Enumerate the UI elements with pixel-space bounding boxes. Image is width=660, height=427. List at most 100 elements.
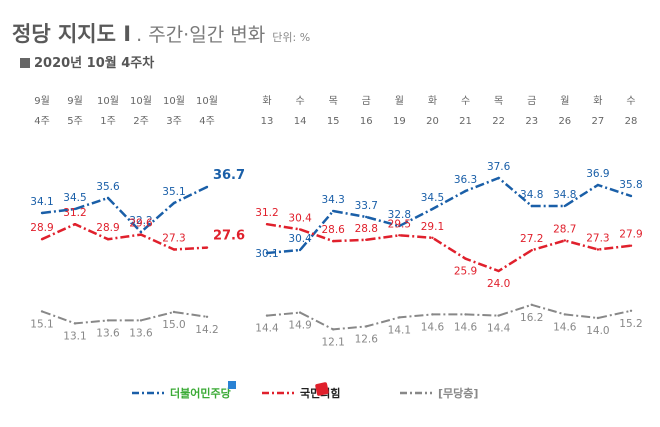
- data-label: 14.6: [421, 321, 445, 333]
- data-label: 25.9: [454, 266, 477, 278]
- title-sub: . 주간·일간 변화: [136, 24, 266, 46]
- party-logo-icon: [228, 381, 236, 389]
- unit-label: 단위: %: [272, 31, 311, 44]
- data-point: [172, 310, 176, 314]
- data-point: [398, 234, 401, 237]
- x-tick-label: 3주: [166, 116, 182, 127]
- data-point: [365, 325, 368, 328]
- x-tick-label: 22: [492, 116, 505, 127]
- data-point: [563, 239, 567, 242]
- data-label: 29.1: [421, 221, 444, 233]
- x-tick-label: 수: [295, 95, 304, 107]
- x-tick-label: 수: [461, 95, 470, 107]
- x-tick-label: 5주: [67, 116, 83, 127]
- data-label: 33.7: [355, 200, 378, 212]
- x-tick-label: 화: [428, 95, 437, 107]
- x-tick-label: 13: [261, 116, 274, 127]
- data-point: [398, 316, 401, 319]
- square-bullet-icon: [20, 58, 30, 68]
- data-point: [530, 303, 533, 306]
- data-label: 28.6: [321, 224, 345, 236]
- data-point: [298, 311, 302, 314]
- data-label: 24.0: [487, 278, 510, 290]
- data-point: [331, 209, 335, 213]
- title-main: 정당 지지도 I: [12, 22, 132, 46]
- x-tick-label: 목: [494, 95, 503, 107]
- data-label: 37.6: [487, 161, 511, 173]
- data-label: 27.3: [162, 233, 185, 245]
- series-line: [266, 303, 632, 331]
- data-label: 16.2: [520, 312, 543, 324]
- data-point: [73, 207, 77, 211]
- series-line: [266, 176, 632, 255]
- x-tick-label: 20: [426, 116, 439, 127]
- data-point: [331, 328, 335, 331]
- data-label: 14.0: [586, 325, 609, 337]
- x-tick-label: 14: [294, 116, 307, 127]
- x-tick-label: 10월: [163, 95, 185, 107]
- data-label: 15.0: [162, 319, 185, 331]
- data-label: 36.9: [586, 168, 609, 180]
- data-label: 34.5: [63, 192, 86, 204]
- data-point: [464, 189, 467, 193]
- data-label: 32.2: [129, 215, 152, 227]
- data-point: [205, 315, 209, 318]
- data-point: [530, 204, 533, 208]
- x-tick-label: 월: [395, 95, 404, 107]
- data-label: 27.3: [586, 233, 609, 245]
- data-point: [265, 223, 269, 226]
- data-point: [106, 319, 110, 322]
- legend-label: [무당층]: [438, 386, 478, 400]
- data-point: [431, 207, 434, 211]
- data-point: [596, 183, 600, 187]
- data-label: 31.2: [255, 207, 278, 219]
- data-point: [431, 313, 434, 316]
- x-tick-label: 28: [625, 116, 638, 127]
- data-label: 13.6: [96, 327, 120, 339]
- data-label: 14.4: [487, 323, 511, 335]
- data-point: [139, 233, 143, 236]
- data-label: 34.8: [553, 189, 576, 201]
- data-point: [398, 224, 401, 228]
- chart-title: 정당 지지도 I . 주간·일간 변화 단위: %: [12, 18, 310, 48]
- data-point: [139, 230, 143, 234]
- data-point: [530, 249, 533, 252]
- x-tick-label: 10월: [130, 95, 152, 107]
- data-label: 14.6: [454, 321, 478, 333]
- data-label: 28.7: [553, 224, 576, 236]
- data-point: [40, 310, 44, 313]
- data-point: [40, 238, 44, 241]
- x-tick-label: 2주: [133, 116, 149, 127]
- data-point: [365, 215, 368, 219]
- data-point: [497, 176, 500, 180]
- data-point: [464, 313, 467, 316]
- data-point: [106, 196, 110, 200]
- data-point: [629, 244, 633, 247]
- data-label: 34.3: [321, 194, 344, 206]
- x-tick-label: 27: [592, 116, 605, 127]
- x-tick-label: 10월: [196, 95, 218, 107]
- data-label: 36.7: [213, 168, 245, 183]
- data-point: [205, 246, 209, 249]
- x-tick-label: 월: [560, 95, 569, 107]
- data-point: [464, 257, 467, 260]
- data-label: 28.9: [96, 222, 119, 234]
- data-label: 34.5: [421, 192, 444, 204]
- data-label: 34.8: [520, 189, 543, 201]
- data-label: 35.1: [162, 186, 185, 198]
- x-tick-label: 4주: [199, 116, 215, 127]
- data-label: 27.6: [213, 229, 245, 244]
- data-label: 15.2: [619, 318, 642, 330]
- data-point: [265, 314, 269, 317]
- x-tick-label: 9월: [67, 95, 83, 107]
- data-point: [298, 248, 302, 252]
- x-tick-label: 목: [329, 95, 338, 107]
- data-label: 31.2: [63, 207, 86, 219]
- data-point: [431, 236, 434, 239]
- data-point: [629, 194, 633, 198]
- series-line: [41, 185, 208, 234]
- data-point: [365, 238, 368, 241]
- data-point: [596, 316, 600, 320]
- data-label: 28.9: [30, 222, 53, 234]
